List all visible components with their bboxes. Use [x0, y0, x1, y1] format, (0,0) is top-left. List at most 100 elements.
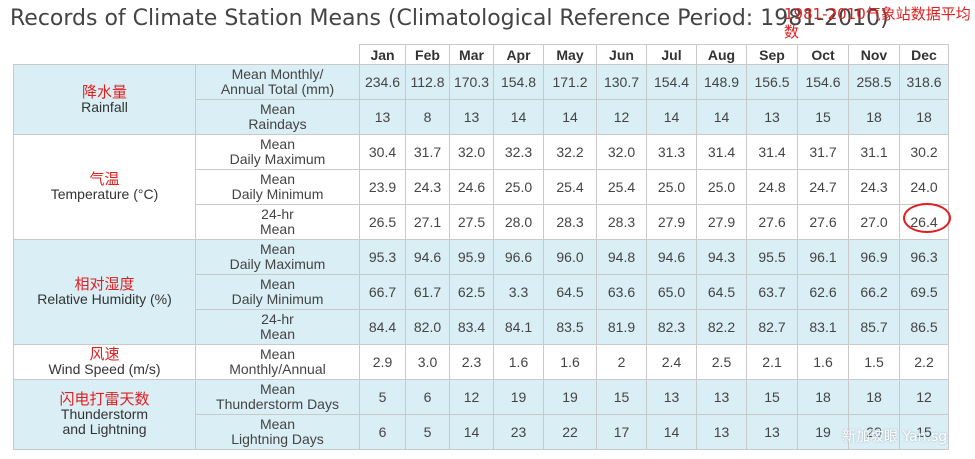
climate-table: Jan Feb Mar Apr May Jun Jul Aug Sep Oct … [13, 44, 949, 450]
value-cell: 2.4 [646, 344, 697, 380]
statistic-label-line: Daily Maximum [229, 256, 326, 272]
value-cell: 13 [746, 414, 798, 450]
statistic-label-line: Mean [259, 326, 296, 342]
value-cell: 94.6 [646, 239, 697, 275]
value-cell: 6 [359, 414, 406, 450]
value-cell: 83.5 [543, 309, 597, 345]
value-cell: 82.7 [746, 309, 798, 345]
value-cell: 18 [848, 99, 900, 135]
watermark: 新加坡眼 Yan.sg [842, 429, 948, 445]
table-row: 气温 Temperature (°C) Mean Daily Maximum 30.4 3… [13, 134, 949, 240]
value-cell: 27.6 [797, 204, 849, 240]
value-cell: 14 [646, 99, 697, 135]
value-cell: 62.6 [797, 274, 849, 310]
statistic-label-line: Daily Minimum [231, 291, 324, 307]
statistic-label-line: Mean [259, 136, 296, 152]
statistic-label-line: Mean [259, 381, 296, 397]
table-row: 24-hr Mean 84.4 82.0 83.4 84.1 83.5 81.9 82.3 82.… [14, 309, 949, 345]
statistic-label-line: Thunderstorm Days [216, 396, 339, 412]
value-cell: 3.0 [405, 344, 450, 380]
value-cell: 26.5 [359, 204, 406, 240]
month-header: Sep [746, 44, 798, 65]
statistic-label: 24-hr Mean [195, 204, 360, 240]
value-cell: 23 [493, 414, 544, 450]
value-cell: 24.6 [449, 169, 494, 205]
month-header: Jan [359, 44, 406, 65]
statistic-label-line: Raindays [248, 116, 307, 132]
value-cell: 2.9 [359, 344, 406, 380]
category-label: Temperature (°C) [50, 186, 159, 202]
value-cell: 25.0 [493, 169, 544, 205]
value-cell: 14 [449, 414, 494, 450]
value-cell: 148.9 [696, 64, 747, 100]
value-cell: 22 [543, 414, 597, 450]
value-cell: 12 [899, 379, 949, 415]
statistic-label-line: 24-hr [261, 311, 294, 327]
value-cell: 27.0 [848, 204, 900, 240]
category-chinese-label: 气温 [89, 170, 120, 188]
value-cell: 31.3 [646, 134, 697, 170]
value-cell: 82.0 [405, 309, 450, 345]
category-chinese-label: 风速 [89, 345, 120, 363]
category-label: Relative Humidity (%) [37, 291, 172, 307]
table-row: Mean Daily Minimum 23.9 24.3 24.6 25.0 25.4 25.… [14, 169, 949, 205]
table-row: Mean Lightning Days 6 5 14 23 22 17 14 13 13 19 23 15 [14, 414, 949, 450]
month-header: Nov [848, 44, 900, 65]
statistic-label-line: Mean [259, 276, 296, 292]
month-header: Aug [696, 44, 747, 65]
statistic-label-line: Annual Total (mm) [220, 81, 335, 97]
table-row: 闪电打雷天数 Thunderstorm and Lightning Mean Thun… [13, 379, 949, 450]
value-cell: 28.3 [596, 204, 647, 240]
value-cell: 83.4 [449, 309, 494, 345]
month-header: Mar [449, 44, 494, 65]
value-cell: 96.1 [797, 239, 849, 275]
value-cell: 13 [696, 379, 747, 415]
value-cell: 31.7 [797, 134, 849, 170]
statistic-label: Mean Monthly/Annual [195, 344, 360, 380]
value-cell: 130.7 [596, 64, 647, 100]
statistic-label-line: Mean [259, 221, 296, 237]
statistic-label-line: Mean Monthly/ [231, 66, 324, 82]
month-header: Feb [405, 44, 450, 65]
value-cell: 86.5 [899, 309, 949, 345]
value-cell: 31.4 [746, 134, 798, 170]
value-cell: 8 [405, 99, 450, 135]
value-cell: 19 [543, 379, 597, 415]
value-cell: 95.5 [746, 239, 798, 275]
value-cell: 66.7 [359, 274, 406, 310]
value-cell: 2.5 [696, 344, 747, 380]
value-cell: 66.2 [848, 274, 900, 310]
month-header: Oct [797, 44, 849, 65]
value-cell: 27.9 [696, 204, 747, 240]
table-row: Mean Daily Minimum 66.7 61.7 62.5 3.3 64.5 63.6… [14, 274, 949, 310]
statistic-label-line: Mean [259, 171, 296, 187]
statistic-label: Mean Thunderstorm Days [195, 379, 360, 415]
value-cell: 64.5 [696, 274, 747, 310]
value-cell: 61.7 [405, 274, 450, 310]
value-cell: 96.6 [493, 239, 544, 275]
value-cell: 81.9 [596, 309, 647, 345]
value-cell: 13 [449, 99, 494, 135]
category-label: Rainfall [81, 98, 128, 115]
value-cell: 27.9 [646, 204, 697, 240]
value-cell: 84.1 [493, 309, 544, 345]
value-cell: 14 [646, 414, 697, 450]
value-cell: 25.0 [646, 169, 697, 205]
statistic-label-line: Monthly/Annual [229, 361, 326, 377]
table-row: Mean Raindays 13 8 13 14 14 12 14 14 13 15 18 18 [14, 99, 949, 135]
value-cell: 82.3 [646, 309, 697, 345]
page-title: Records of Climate Station Means (Climat… [10, 6, 889, 31]
statistic-label-line: Lightning Days [231, 431, 324, 447]
value-cell: 32.0 [449, 134, 494, 170]
header-row: Jan Feb Mar Apr May Jun Jul Aug Sep Oct … [13, 44, 949, 65]
statistic-label-line: Daily Maximum [229, 151, 326, 167]
category-label: Wind Speed (m/s) [48, 361, 161, 377]
value-cell: 28.3 [543, 204, 597, 240]
statistic-label: Mean Daily Maximum [195, 134, 360, 170]
value-cell: 19 [797, 414, 849, 450]
chinese-annotation: 1981-2010气象站数据平均数 [784, 5, 971, 41]
value-cell: 171.2 [543, 64, 597, 100]
value-cell: 12 [449, 379, 494, 415]
value-cell: 1.5 [848, 344, 900, 380]
value-cell: 170.3 [449, 64, 494, 100]
